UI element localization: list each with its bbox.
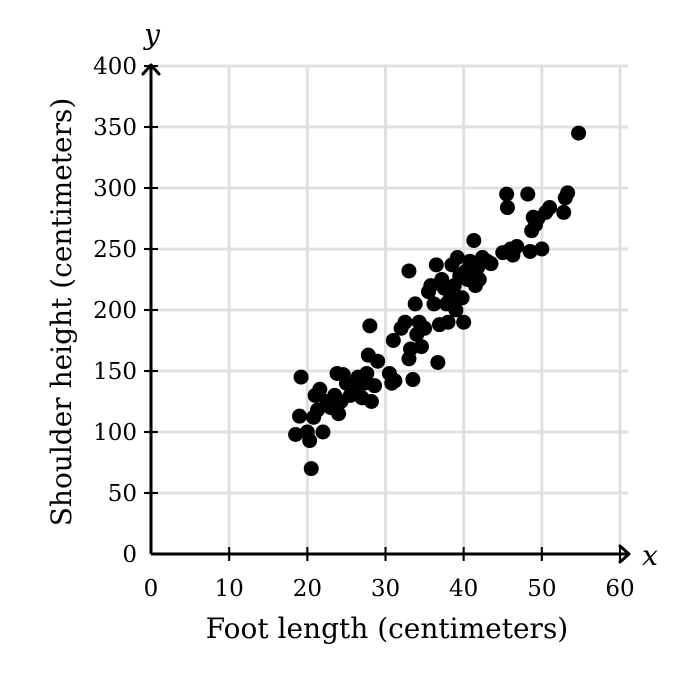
scatter-point [367, 378, 383, 394]
y-axis-title: Shoulder height (centimeters) [45, 98, 78, 527]
scatter-point [560, 185, 576, 201]
scatter-point [522, 243, 538, 259]
scatter-point [331, 406, 347, 422]
scatter-point [426, 296, 442, 312]
scatter-point [288, 426, 304, 442]
scatter-point [499, 200, 515, 216]
x-tick-label: 30 [371, 576, 400, 602]
scatter-point [370, 353, 386, 369]
scatter-point [520, 186, 536, 202]
scatter-point [456, 314, 472, 330]
scatter-point [534, 241, 550, 257]
scatter-point [405, 372, 421, 388]
scatter-point [571, 125, 587, 141]
scatter-point [454, 290, 470, 306]
x-axis-arrow-icon [618, 544, 631, 564]
y-axis-letter: y [142, 18, 161, 51]
scatter-point [499, 186, 515, 202]
y-tick-label: 50 [108, 481, 137, 507]
scatter-point [302, 433, 318, 449]
scatter-point [401, 263, 417, 279]
x-tick-label: 60 [605, 576, 634, 602]
scatter-point [303, 461, 319, 477]
x-axis-title: Foot length (centimeters) [206, 612, 568, 645]
axes [141, 63, 631, 564]
scatter-point [407, 296, 423, 312]
x-tick-label: 10 [215, 576, 244, 602]
scatter-point [440, 314, 456, 330]
scatter-point [315, 424, 331, 440]
scatter-point [417, 320, 433, 336]
scatter-point [483, 256, 499, 272]
scatter-point [362, 318, 378, 334]
x-tick-label: 40 [449, 576, 478, 602]
scatter-point [363, 394, 379, 409]
y-tick-label: 300 [93, 176, 137, 202]
y-tick-label: 150 [93, 359, 137, 385]
scatter-point [413, 339, 429, 355]
y-tick-label: 400 [93, 54, 137, 80]
scatter-point [466, 232, 482, 248]
x-axis-letter: x [642, 539, 658, 572]
x-tick-label: 50 [527, 576, 556, 602]
scatter-point [542, 200, 558, 216]
y-tick-label: 0 [122, 542, 137, 568]
y-tick-label: 350 [93, 115, 137, 141]
tick-labels: 0 10 20 30 40 50 60 0 50 100 150 200 250 300 350 400 [93, 54, 635, 602]
scatter-point [385, 333, 401, 348]
scatter-point [359, 365, 375, 381]
y-tick-label: 250 [93, 237, 137, 263]
scatter-point [430, 354, 446, 370]
scatter-point [449, 250, 465, 266]
x-tick-label: 20 [293, 576, 322, 602]
scatter-point [293, 369, 309, 385]
y-tick-label: 200 [93, 298, 137, 324]
scatter-point [387, 373, 403, 389]
scatter-point [423, 278, 439, 294]
scatter-point [448, 302, 464, 318]
x-tick-label: 0 [144, 576, 159, 602]
scatter-point [292, 408, 308, 424]
scatter-point [397, 314, 413, 330]
y-tick-label: 100 [93, 420, 137, 446]
scatter-point [556, 204, 572, 220]
scatter-point [428, 257, 444, 273]
scatter-point [442, 290, 458, 306]
grid-lines [145, 64, 628, 560]
scatter-point [471, 272, 487, 287]
scatter-point [312, 381, 328, 397]
data-points [288, 125, 587, 477]
scatter-point [509, 239, 525, 255]
